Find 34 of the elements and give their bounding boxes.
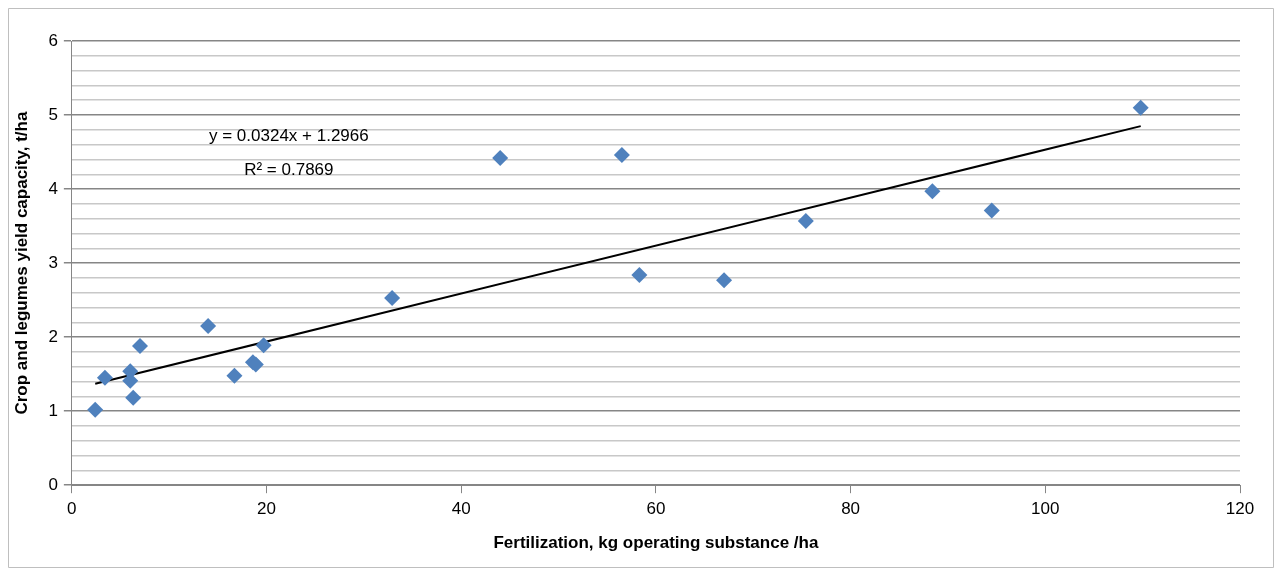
x-tick-label: 80 [841, 499, 861, 519]
point [924, 183, 941, 200]
point [132, 338, 148, 355]
annotation: R² = 0.7869 [244, 159, 334, 179]
point [96, 369, 113, 386]
point [716, 272, 733, 289]
point [983, 202, 1000, 219]
y-tick-label: 6 [48, 30, 58, 50]
point [1132, 99, 1149, 116]
point [613, 147, 630, 164]
y-tick-label: 5 [48, 104, 58, 124]
point [255, 337, 272, 354]
x-tick-label: 100 [1031, 499, 1060, 519]
point [226, 367, 243, 384]
point [384, 289, 401, 306]
y-tick-label: 2 [48, 326, 58, 346]
annotation: y = 0.0324x + 1.2966 [208, 125, 369, 145]
point [797, 212, 814, 229]
y-tick-label: 3 [48, 252, 58, 272]
y-tick-label: 0 [48, 474, 58, 494]
y-axis-title: Crop and legumes yield capacity, t/ha [11, 111, 31, 415]
x-tick-label: 20 [257, 499, 277, 519]
point [87, 401, 104, 418]
y-tick-label: 4 [48, 178, 58, 198]
y-tick-label: 1 [48, 400, 58, 420]
point [125, 389, 142, 406]
point [492, 149, 509, 166]
point [631, 266, 648, 283]
x-tick-label: 120 [1225, 499, 1255, 519]
x-tick-label: 40 [451, 499, 471, 519]
x-tick-label: 0 [67, 499, 77, 519]
point [200, 318, 217, 335]
x-tick-label: 60 [646, 499, 666, 519]
x-axis-title: Fertilization, kg operating substance /ha [493, 533, 819, 553]
